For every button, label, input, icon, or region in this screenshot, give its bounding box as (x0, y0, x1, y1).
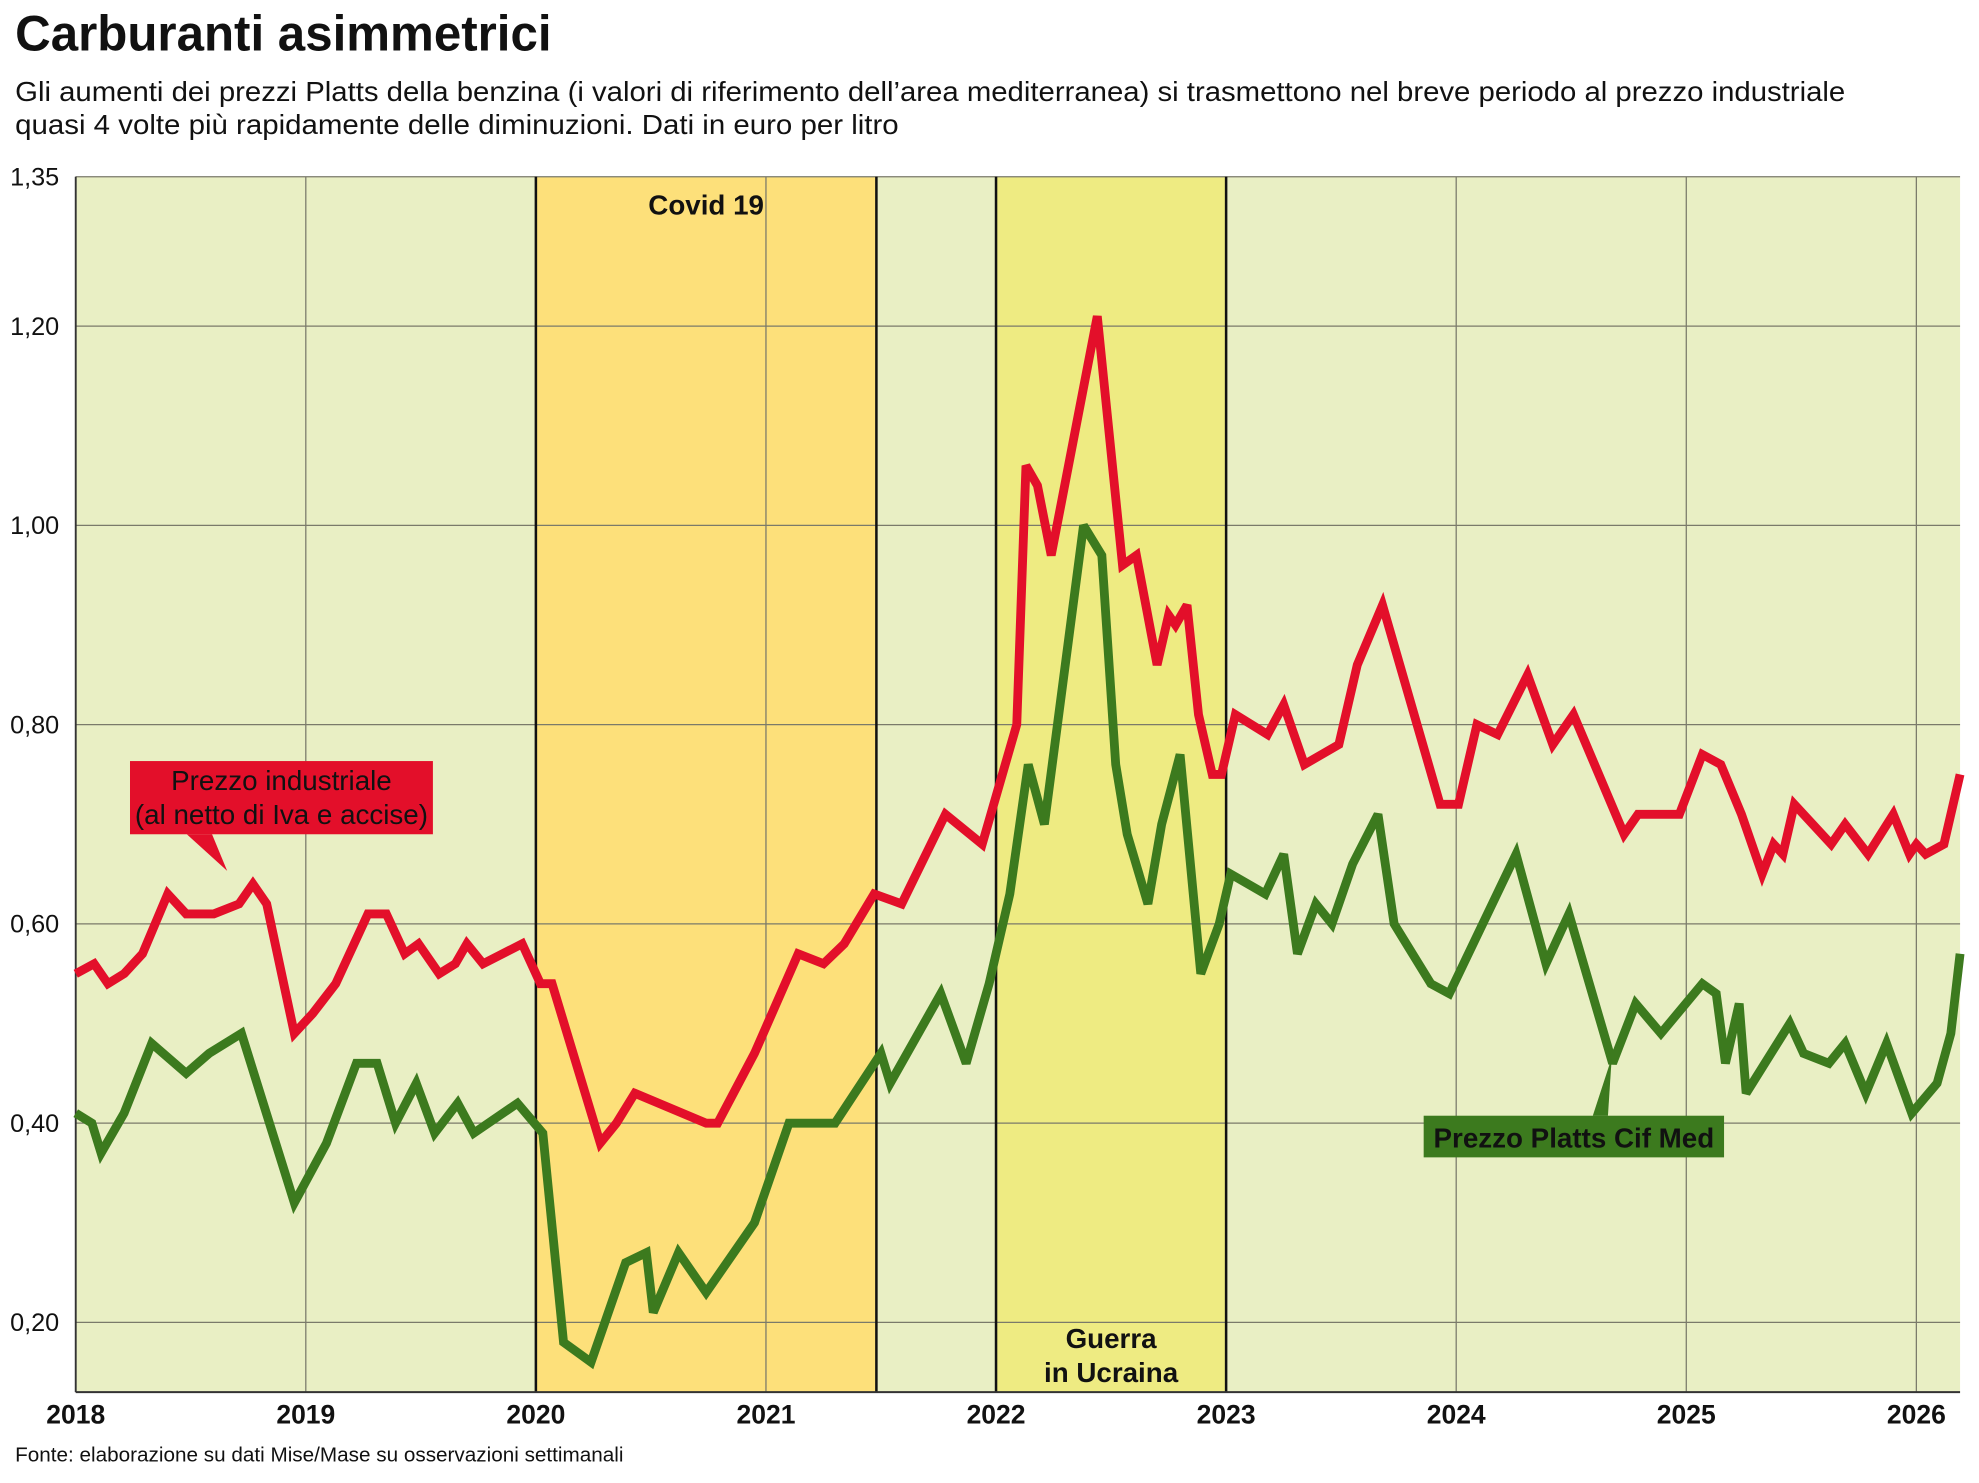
legend-box (1423, 1115, 1725, 1158)
x-tick-label: 2025 (1657, 1400, 1716, 1430)
y-tick-label: 1,35 (10, 164, 59, 192)
band-label: Guerra (1066, 1323, 1158, 1354)
chart-title: Carburanti asimmetrici (15, 4, 551, 61)
x-tick-label: 2020 (506, 1400, 565, 1430)
band-label: in Ucraina (1044, 1357, 1179, 1388)
y-tick-label: 0,40 (10, 1110, 59, 1138)
x-tick-label: 2019 (276, 1400, 335, 1430)
x-tick-label: 2024 (1427, 1400, 1486, 1430)
x-tick-label: 2023 (1197, 1400, 1256, 1430)
x-tick-label: 2021 (736, 1400, 795, 1430)
chart-subtitle: Gli aumenti dei prezzi Platts della benz… (15, 76, 1845, 107)
highlight-band (535, 176, 877, 1393)
band-label: Covid 19 (648, 190, 764, 221)
chart-subtitle: quasi 4 volte più rapidamente delle dimi… (15, 109, 898, 140)
y-tick-label: 0,20 (10, 1309, 59, 1337)
x-tick-label: 2018 (46, 1400, 105, 1430)
x-tick-label: 2026 (1887, 1400, 1946, 1430)
legend-box (129, 761, 433, 835)
legend-label: Prezzo industriale (171, 765, 392, 796)
y-tick-label: 1,20 (10, 313, 59, 341)
y-tick-label: 0,60 (10, 911, 59, 939)
series-line (73, 523, 1965, 1370)
series-line (73, 315, 1965, 1153)
y-tick-label: 0,80 (10, 711, 59, 739)
source-note: Fonte: elaborazione su dati Mise/Mase su… (15, 1445, 623, 1467)
y-tick-label: 1,00 (10, 512, 59, 540)
callout-pointer (186, 834, 228, 871)
legend-label: Prezzo Platts Cif Med (1434, 1122, 1715, 1153)
x-tick-label: 2022 (967, 1400, 1026, 1430)
legend-note: (al netto di Iva e accise) (135, 799, 428, 830)
